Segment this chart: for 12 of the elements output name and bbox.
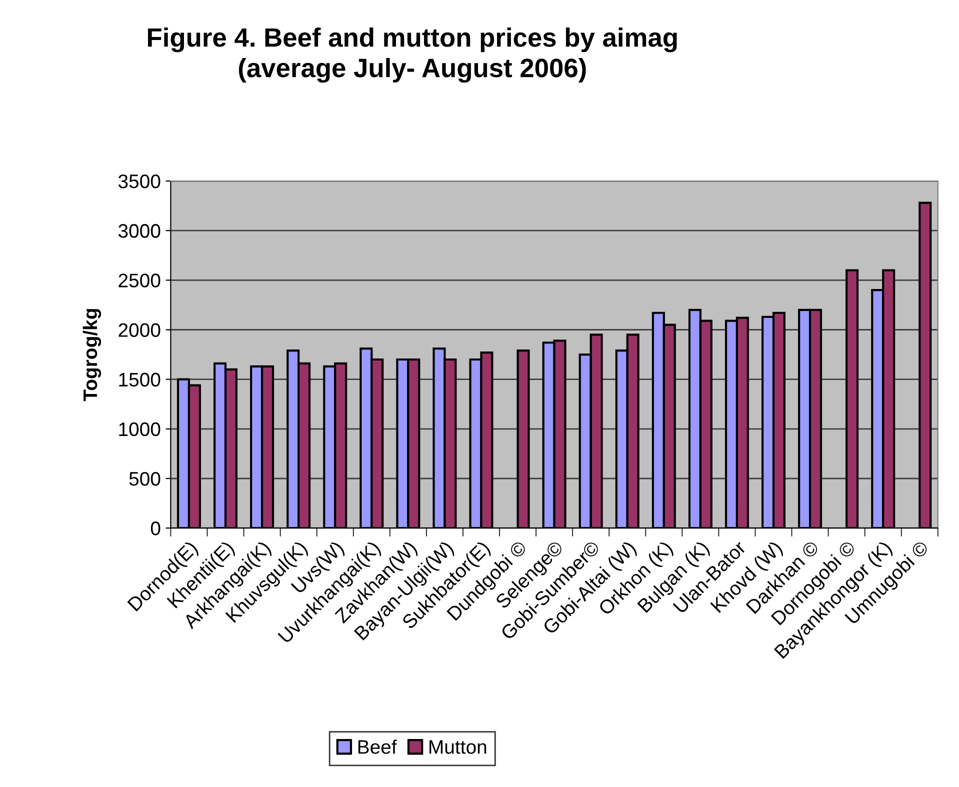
- y-tick-label: 2500: [118, 274, 160, 288]
- y-tick-label: 2000: [118, 323, 160, 337]
- y-tick-label: 1500: [119, 372, 160, 387]
- y-tick-label: 3500: [118, 174, 160, 188]
- legend-label: Mutton: [430, 740, 486, 754]
- legend-label: Beef: [358, 740, 397, 754]
- y-tick-label: 3000: [118, 224, 160, 238]
- y-tick-label: 500: [129, 472, 160, 486]
- y-axis-title: Togrog/kg: [82, 309, 102, 402]
- chart-title: Figure 4. Beef and mutton prices by aimag (average July- August 2006): [148, 28, 677, 83]
- y-tick-label: 0: [150, 522, 160, 536]
- y-tick-label: 1000: [119, 422, 160, 436]
